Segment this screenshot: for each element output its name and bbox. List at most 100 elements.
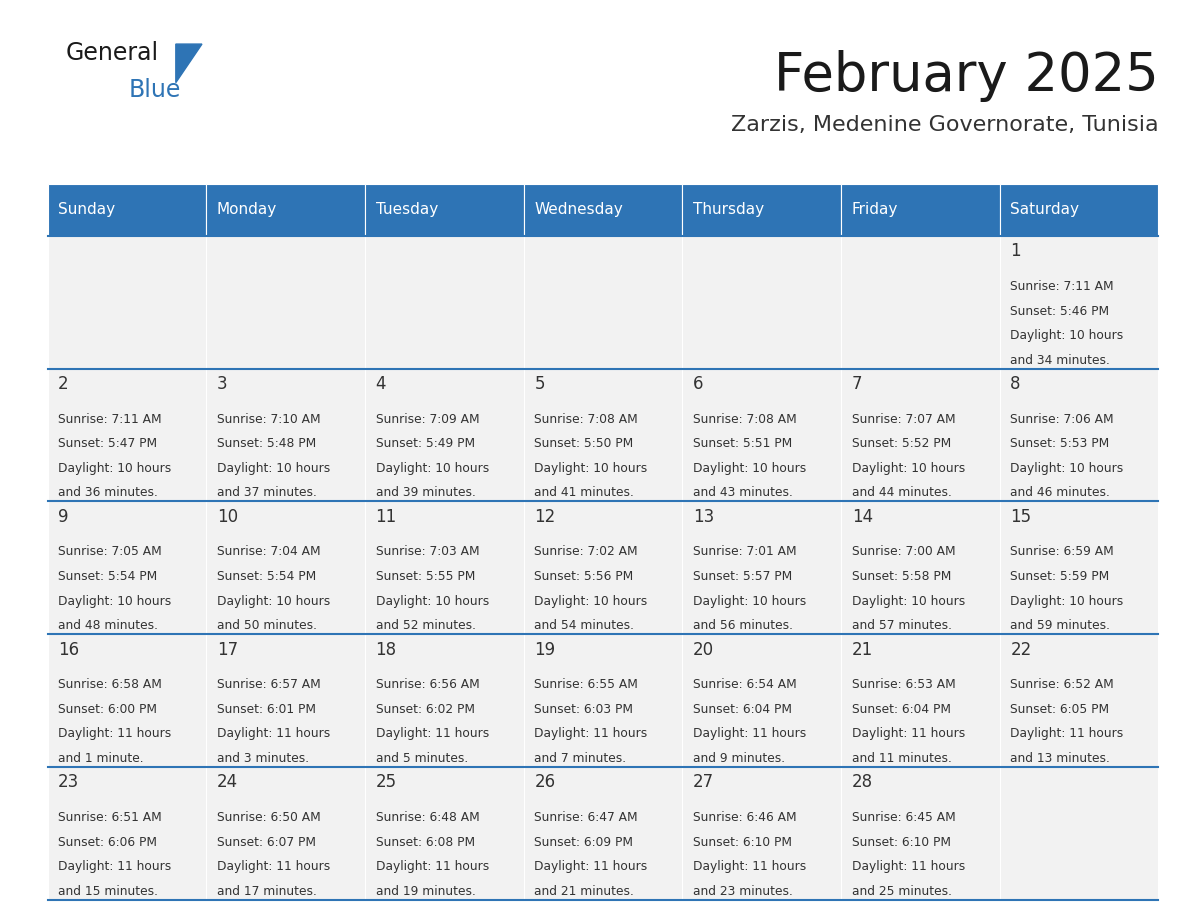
Text: 20: 20 [693, 641, 714, 658]
Text: 28: 28 [852, 773, 873, 791]
Text: and 19 minutes.: and 19 minutes. [375, 885, 475, 898]
Text: 2: 2 [58, 375, 69, 393]
Text: Daylight: 10 hours: Daylight: 10 hours [375, 462, 488, 475]
Text: Sunrise: 7:07 AM: Sunrise: 7:07 AM [852, 413, 955, 426]
Text: Daylight: 10 hours: Daylight: 10 hours [1010, 330, 1124, 342]
Bar [207, 236, 365, 369]
Text: Sunrise: 7:01 AM: Sunrise: 7:01 AM [693, 545, 797, 558]
Text: Sunrise: 7:06 AM: Sunrise: 7:06 AM [1010, 413, 1114, 426]
Bar [48, 369, 207, 501]
Text: Sunset: 6:00 PM: Sunset: 6:00 PM [58, 703, 157, 716]
Bar [999, 501, 1158, 634]
Text: 12: 12 [535, 508, 556, 526]
Text: Daylight: 11 hours: Daylight: 11 hours [535, 860, 647, 873]
Text: Daylight: 10 hours: Daylight: 10 hours [852, 595, 965, 608]
Text: Sunrise: 6:50 AM: Sunrise: 6:50 AM [217, 811, 321, 824]
Text: 19: 19 [535, 641, 555, 658]
Text: Sunset: 6:03 PM: Sunset: 6:03 PM [535, 703, 633, 716]
Text: Daylight: 11 hours: Daylight: 11 hours [852, 860, 965, 873]
Text: and 56 minutes.: and 56 minutes. [693, 619, 792, 633]
Text: 22: 22 [1010, 641, 1031, 658]
Bar [999, 184, 1158, 236]
Text: Sunrise: 6:59 AM: Sunrise: 6:59 AM [1010, 545, 1114, 558]
Text: Daylight: 10 hours: Daylight: 10 hours [535, 462, 647, 475]
Text: Sunset: 5:48 PM: Sunset: 5:48 PM [217, 437, 316, 451]
Text: Sunrise: 7:08 AM: Sunrise: 7:08 AM [693, 413, 797, 426]
Text: February 2025: February 2025 [773, 50, 1158, 103]
Bar [524, 501, 682, 634]
Text: and 5 minutes.: and 5 minutes. [375, 752, 468, 765]
Bar [365, 767, 524, 900]
Text: Sunset: 6:02 PM: Sunset: 6:02 PM [375, 703, 474, 716]
Bar [841, 767, 999, 900]
Text: and 15 minutes.: and 15 minutes. [58, 885, 158, 898]
Text: 26: 26 [535, 773, 555, 791]
Bar [48, 501, 207, 634]
Text: and 48 minutes.: and 48 minutes. [58, 619, 158, 633]
Text: and 46 minutes.: and 46 minutes. [1010, 487, 1110, 499]
Bar [682, 236, 841, 369]
Bar [365, 236, 524, 369]
Text: 13: 13 [693, 508, 714, 526]
Text: Sunrise: 6:46 AM: Sunrise: 6:46 AM [693, 811, 797, 824]
Text: 16: 16 [58, 641, 80, 658]
Bar [48, 184, 207, 236]
Bar [365, 184, 524, 236]
Text: Sunrise: 7:00 AM: Sunrise: 7:00 AM [852, 545, 955, 558]
Text: Sunset: 5:53 PM: Sunset: 5:53 PM [1010, 437, 1110, 451]
Text: Sunset: 5:47 PM: Sunset: 5:47 PM [58, 437, 157, 451]
Text: 25: 25 [375, 773, 397, 791]
Bar [682, 184, 841, 236]
Text: and 44 minutes.: and 44 minutes. [852, 487, 952, 499]
Bar [841, 369, 999, 501]
Text: 7: 7 [852, 375, 862, 393]
Text: and 23 minutes.: and 23 minutes. [693, 885, 792, 898]
Bar [365, 369, 524, 501]
Bar [524, 767, 682, 900]
Text: Sunset: 6:10 PM: Sunset: 6:10 PM [852, 835, 950, 848]
Text: Sunrise: 7:03 AM: Sunrise: 7:03 AM [375, 545, 479, 558]
Text: and 9 minutes.: and 9 minutes. [693, 752, 785, 765]
Bar [207, 184, 365, 236]
Text: Daylight: 11 hours: Daylight: 11 hours [375, 727, 488, 740]
Bar [524, 236, 682, 369]
Text: Sunrise: 6:53 AM: Sunrise: 6:53 AM [852, 678, 955, 691]
Text: Daylight: 10 hours: Daylight: 10 hours [693, 462, 807, 475]
Text: Sunset: 6:04 PM: Sunset: 6:04 PM [693, 703, 792, 716]
Text: Daylight: 10 hours: Daylight: 10 hours [693, 595, 807, 608]
Bar [999, 767, 1158, 900]
Text: Daylight: 10 hours: Daylight: 10 hours [58, 462, 171, 475]
Text: Daylight: 10 hours: Daylight: 10 hours [58, 595, 171, 608]
Text: Saturday: Saturday [1010, 202, 1080, 218]
Bar [524, 634, 682, 767]
Text: and 43 minutes.: and 43 minutes. [693, 487, 792, 499]
Text: and 1 minute.: and 1 minute. [58, 752, 144, 765]
Text: Daylight: 11 hours: Daylight: 11 hours [58, 860, 171, 873]
Bar [841, 236, 999, 369]
Text: Sunrise: 7:05 AM: Sunrise: 7:05 AM [58, 545, 162, 558]
Text: 9: 9 [58, 508, 69, 526]
Text: Sunset: 5:52 PM: Sunset: 5:52 PM [852, 437, 950, 451]
Text: and 37 minutes.: and 37 minutes. [217, 487, 317, 499]
Text: Sunrise: 7:10 AM: Sunrise: 7:10 AM [217, 413, 321, 426]
Text: 8: 8 [1010, 375, 1020, 393]
Text: 27: 27 [693, 773, 714, 791]
Text: 10: 10 [217, 508, 238, 526]
Text: Friday: Friday [852, 202, 898, 218]
Text: Blue: Blue [128, 78, 181, 102]
Bar [365, 501, 524, 634]
Bar [207, 369, 365, 501]
Text: 23: 23 [58, 773, 80, 791]
Text: Sunrise: 6:47 AM: Sunrise: 6:47 AM [535, 811, 638, 824]
Text: Daylight: 11 hours: Daylight: 11 hours [693, 727, 807, 740]
Text: Daylight: 10 hours: Daylight: 10 hours [535, 595, 647, 608]
Text: Sunrise: 6:45 AM: Sunrise: 6:45 AM [852, 811, 955, 824]
Text: Sunrise: 6:54 AM: Sunrise: 6:54 AM [693, 678, 797, 691]
Text: 5: 5 [535, 375, 545, 393]
Text: Zarzis, Medenine Governorate, Tunisia: Zarzis, Medenine Governorate, Tunisia [731, 115, 1158, 135]
Text: Sunset: 5:49 PM: Sunset: 5:49 PM [375, 437, 475, 451]
Text: 15: 15 [1010, 508, 1031, 526]
Text: Daylight: 10 hours: Daylight: 10 hours [1010, 595, 1124, 608]
Text: Thursday: Thursday [693, 202, 764, 218]
Text: and 57 minutes.: and 57 minutes. [852, 619, 952, 633]
